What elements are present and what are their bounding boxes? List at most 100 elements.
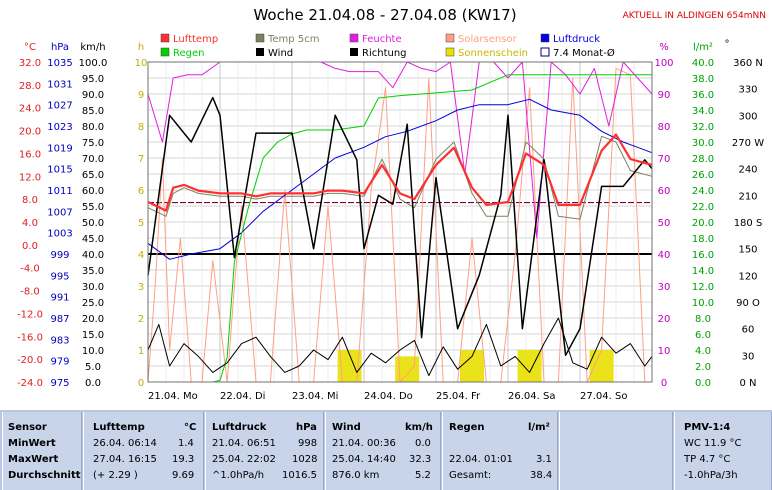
direction-axis-tick: 270 W [732, 138, 764, 149]
pressure-axis-tick: 987 [50, 314, 69, 325]
legend-label: Richtung [362, 48, 407, 59]
stats-col-regen [442, 412, 558, 490]
temp-axis-tick: -16.0 [17, 332, 43, 343]
rain-axis-tick: 34.0 [692, 106, 714, 117]
luftdruck-unit: hPa [296, 422, 317, 433]
row-label-max: MaxWert [8, 454, 59, 465]
temp-axis-tick: 24.0 [19, 104, 41, 115]
direction-axis-tick: 330 [738, 85, 757, 96]
rain-axis-tick: 14.0 [692, 266, 714, 277]
pressure-axis-tick: 1011 [47, 186, 72, 197]
wind-max-time: 25.04. 14:40 [332, 454, 396, 465]
pressure-axis-tick: 999 [50, 250, 69, 261]
wind-axis-tick: 0.0 [85, 378, 101, 389]
rain-axis-tick: 40.0 [692, 58, 714, 69]
rain-axis-tick: 2.0 [695, 362, 711, 373]
series-wind [147, 317, 653, 377]
legend-swatch [160, 33, 170, 43]
legend-label: 7.4 Monat-Ø [553, 47, 615, 59]
rain-axis-tick: 26.0 [692, 170, 714, 181]
regen-unit: l/m² [528, 422, 550, 433]
lufttemp-header: Lufttemp [93, 422, 145, 433]
stats-col-wind [325, 412, 441, 490]
rain-axis-tick: 18.0 [692, 234, 714, 245]
luftdruck-max-value: 1028 [292, 454, 318, 465]
wind-axis-tick: 65.0 [82, 170, 104, 181]
direction-axis-tick: 90 O [736, 298, 760, 309]
pressure-axis-unit: hPa [51, 42, 69, 53]
wind-min-value: 0.0 [415, 438, 431, 449]
legend-label: Wind [268, 48, 293, 59]
pressure-axis-tick: 1007 [47, 207, 72, 218]
row-label-avg: Durchschnitt [8, 470, 81, 481]
luftdruck-max-time: 25.04. 22:02 [212, 454, 276, 465]
humidity-axis-tick: 90 [658, 90, 671, 101]
pmv-windchill: WC 11.9 °C [684, 438, 742, 449]
stats-col-luftdruck [205, 412, 324, 490]
lufttemp-avg-value: 9.69 [172, 470, 195, 481]
rain-axis-tick: 10.0 [692, 298, 714, 309]
temp-axis-tick: 0.0 [22, 241, 38, 252]
sun-axis-tick: 2 [138, 314, 144, 325]
day-label: 27.04. So [580, 391, 627, 402]
wind-axis-tick: 20.0 [82, 314, 104, 325]
humidity-axis-tick: 0 [661, 378, 667, 389]
legend-swatch [160, 47, 170, 57]
legend-label: Luftdruck [553, 34, 600, 45]
humidity-axis-tick: 80 [658, 122, 671, 133]
rain-axis-tick: 16.0 [692, 250, 714, 261]
humidity-axis-tick: 50 [658, 218, 671, 229]
direction-axis-tick: 360 N [733, 58, 763, 69]
legend-swatch [349, 33, 359, 43]
temp-axis-tick: 12.0 [19, 172, 41, 183]
series-lufttemp [147, 133, 653, 212]
wind-axis-tick: 5.0 [85, 362, 101, 373]
rain-axis-tick: 8.0 [695, 314, 711, 325]
rain-axis-tick: 38.0 [692, 74, 714, 85]
legend-label: Lufttemp [173, 34, 218, 45]
lufttemp-min-value: 1.4 [178, 438, 194, 449]
pressure-axis-tick: 979 [50, 357, 69, 368]
direction-axis-tick: 60 [742, 325, 755, 336]
stats-col-sensor [2, 412, 82, 490]
legend-swatch [350, 48, 358, 56]
row-label-min: MinWert [8, 438, 56, 449]
humidity-axis-tick: 100 [654, 58, 673, 69]
wind-axis-tick: 80.0 [82, 122, 104, 133]
pressure-axis-tick: 1027 [47, 101, 72, 112]
regen-total-label: Gesamt: [449, 470, 492, 481]
sun-axis-tick: 1 [138, 346, 144, 357]
series-richtung [147, 96, 653, 357]
wind-axis-tick: 25.0 [82, 298, 104, 309]
lufttemp-max-value: 19.3 [172, 454, 195, 465]
wind-avg-value: 5.2 [415, 470, 431, 481]
day-label: 25.04. Fr [436, 391, 481, 402]
live-station-link[interactable]: AKTUELL IN ALDINGEN 654mNN [623, 11, 766, 21]
lufttemp-unit: °C [184, 422, 197, 433]
day-label: 23.04. Mi [292, 391, 338, 402]
stats-panel: Sensor MinWert MaxWert Durchschnitt Luft… [0, 410, 772, 490]
direction-axis-tick: 180 S [734, 218, 763, 229]
wind-avg-label: 876.0 km [332, 470, 380, 481]
temp-axis-unit: °C [24, 42, 36, 53]
humidity-axis-tick: 60 [658, 186, 671, 197]
wind-max-value: 32.3 [409, 454, 432, 465]
rain-axis-tick: 6.0 [695, 330, 711, 341]
wind-axis-tick: 50.0 [82, 218, 104, 229]
pressure-axis-tick: 975 [50, 378, 69, 389]
sun-axis-tick: 4 [138, 250, 144, 261]
day-label: 24.04. Do [364, 391, 413, 402]
rain-axis-tick: 20.0 [692, 218, 714, 229]
sun-axis-tick: 6 [138, 186, 144, 197]
pressure-axis-tick: 983 [50, 335, 69, 346]
stats-col-pmv [674, 412, 772, 490]
rain-axis-tick: 22.0 [692, 202, 714, 213]
sun-axis-tick: 9 [138, 90, 144, 101]
legend-swatch [256, 48, 264, 56]
series-luftdruck [147, 98, 653, 260]
legend-label: Temp 5cm [267, 34, 319, 45]
regen-total-value: 38.4 [530, 470, 553, 481]
luftdruck-min-value: 998 [298, 438, 318, 449]
series-regen [148, 74, 652, 383]
